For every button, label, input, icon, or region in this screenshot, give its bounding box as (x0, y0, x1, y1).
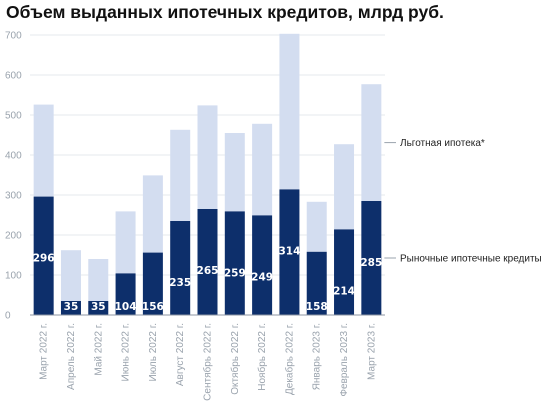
legend-label: Льготная ипотека* (400, 138, 485, 149)
data-label: 296 (33, 253, 55, 265)
x-tick-label: Январь 2023 г. (312, 323, 323, 390)
x-tick-label: Апрель 2022 г. (66, 323, 77, 390)
data-label: 104 (115, 301, 137, 313)
x-tick-label: Март 2022 г. (39, 323, 50, 380)
data-label: 214 (333, 285, 355, 297)
bar-segment-preferential-mortgage (279, 33, 300, 190)
data-label: 235 (169, 277, 191, 289)
data-label: 35 (91, 301, 106, 313)
bar-segment-preferential-mortgage (197, 105, 218, 209)
bar-segment-preferential-mortgage (252, 123, 273, 216)
bar-segment-preferential-mortgage (170, 129, 191, 221)
bar-segment-market-mortgage (197, 209, 218, 315)
x-tick-label: Август 2022 г. (175, 323, 186, 386)
bar-segment-preferential-mortgage (361, 84, 382, 201)
x-tick-label: Июнь 2022 г. (121, 323, 132, 381)
bar-segment-market-mortgage (334, 229, 355, 315)
bar-segment-preferential-mortgage (224, 133, 245, 212)
bar-segment-market-mortgage (170, 221, 191, 315)
bar-segment-market-mortgage (142, 252, 163, 315)
y-tick-label: 600 (5, 71, 22, 82)
data-label: 314 (278, 245, 300, 257)
bar-segment-market-mortgage (115, 273, 136, 315)
bar-segment-market-mortgage (224, 211, 245, 315)
bar-segment-preferential-mortgage (142, 175, 163, 253)
bar-segment-market-mortgage (88, 301, 109, 315)
bar-segment-market-mortgage (361, 201, 382, 315)
data-label: 156 (142, 301, 164, 313)
x-tick-label: Май 2022 г. (93, 323, 104, 376)
bar-segment-preferential-mortgage (115, 211, 136, 274)
bar-segment-preferential-mortgage (60, 250, 81, 301)
x-tick-label: Ноябрь 2022 г. (256, 323, 268, 391)
data-label: 259 (224, 267, 246, 279)
bar-segment-market-mortgage (279, 189, 300, 315)
x-tick-label: Декабрь 2022 г. (283, 323, 295, 395)
data-label: 249 (251, 271, 273, 283)
data-label: 158 (306, 301, 328, 313)
x-tick-label: Март 2023 г. (366, 323, 377, 380)
data-label: 265 (197, 265, 219, 277)
y-tick-label: 200 (5, 231, 22, 242)
legend-label: Рыночные ипотечные кредиты (400, 254, 542, 265)
y-tick-label: 0 (5, 311, 11, 322)
bar-segment-preferential-mortgage (33, 104, 54, 197)
bar-segment-preferential-mortgage (88, 259, 109, 301)
y-tick-label: 400 (5, 151, 22, 162)
bar-segment-preferential-mortgage (306, 201, 327, 252)
bar-segment-market-mortgage (252, 215, 273, 315)
x-tick-label: Октябрь 2022 г. (229, 323, 241, 395)
data-label: 285 (360, 257, 382, 269)
y-tick-label: 100 (5, 271, 22, 282)
y-tick-label: 500 (5, 111, 22, 122)
y-tick-label: 300 (5, 191, 22, 202)
bar-segment-market-mortgage (306, 251, 327, 315)
chart-title: Объем выданных ипотечных кредитов, млрд … (6, 2, 444, 22)
bar-segment-market-mortgage (60, 301, 81, 315)
x-tick-label: Февраль 2023 г. (339, 323, 350, 397)
y-tick-label: 700 (5, 31, 22, 42)
bar-segment-preferential-mortgage (334, 144, 355, 230)
bar-segment-market-mortgage (33, 196, 54, 315)
data-label: 35 (64, 301, 79, 313)
x-tick-label: Июль 2022 г. (148, 323, 159, 382)
x-tick-label: Сентябрь 2022 г. (202, 323, 214, 401)
